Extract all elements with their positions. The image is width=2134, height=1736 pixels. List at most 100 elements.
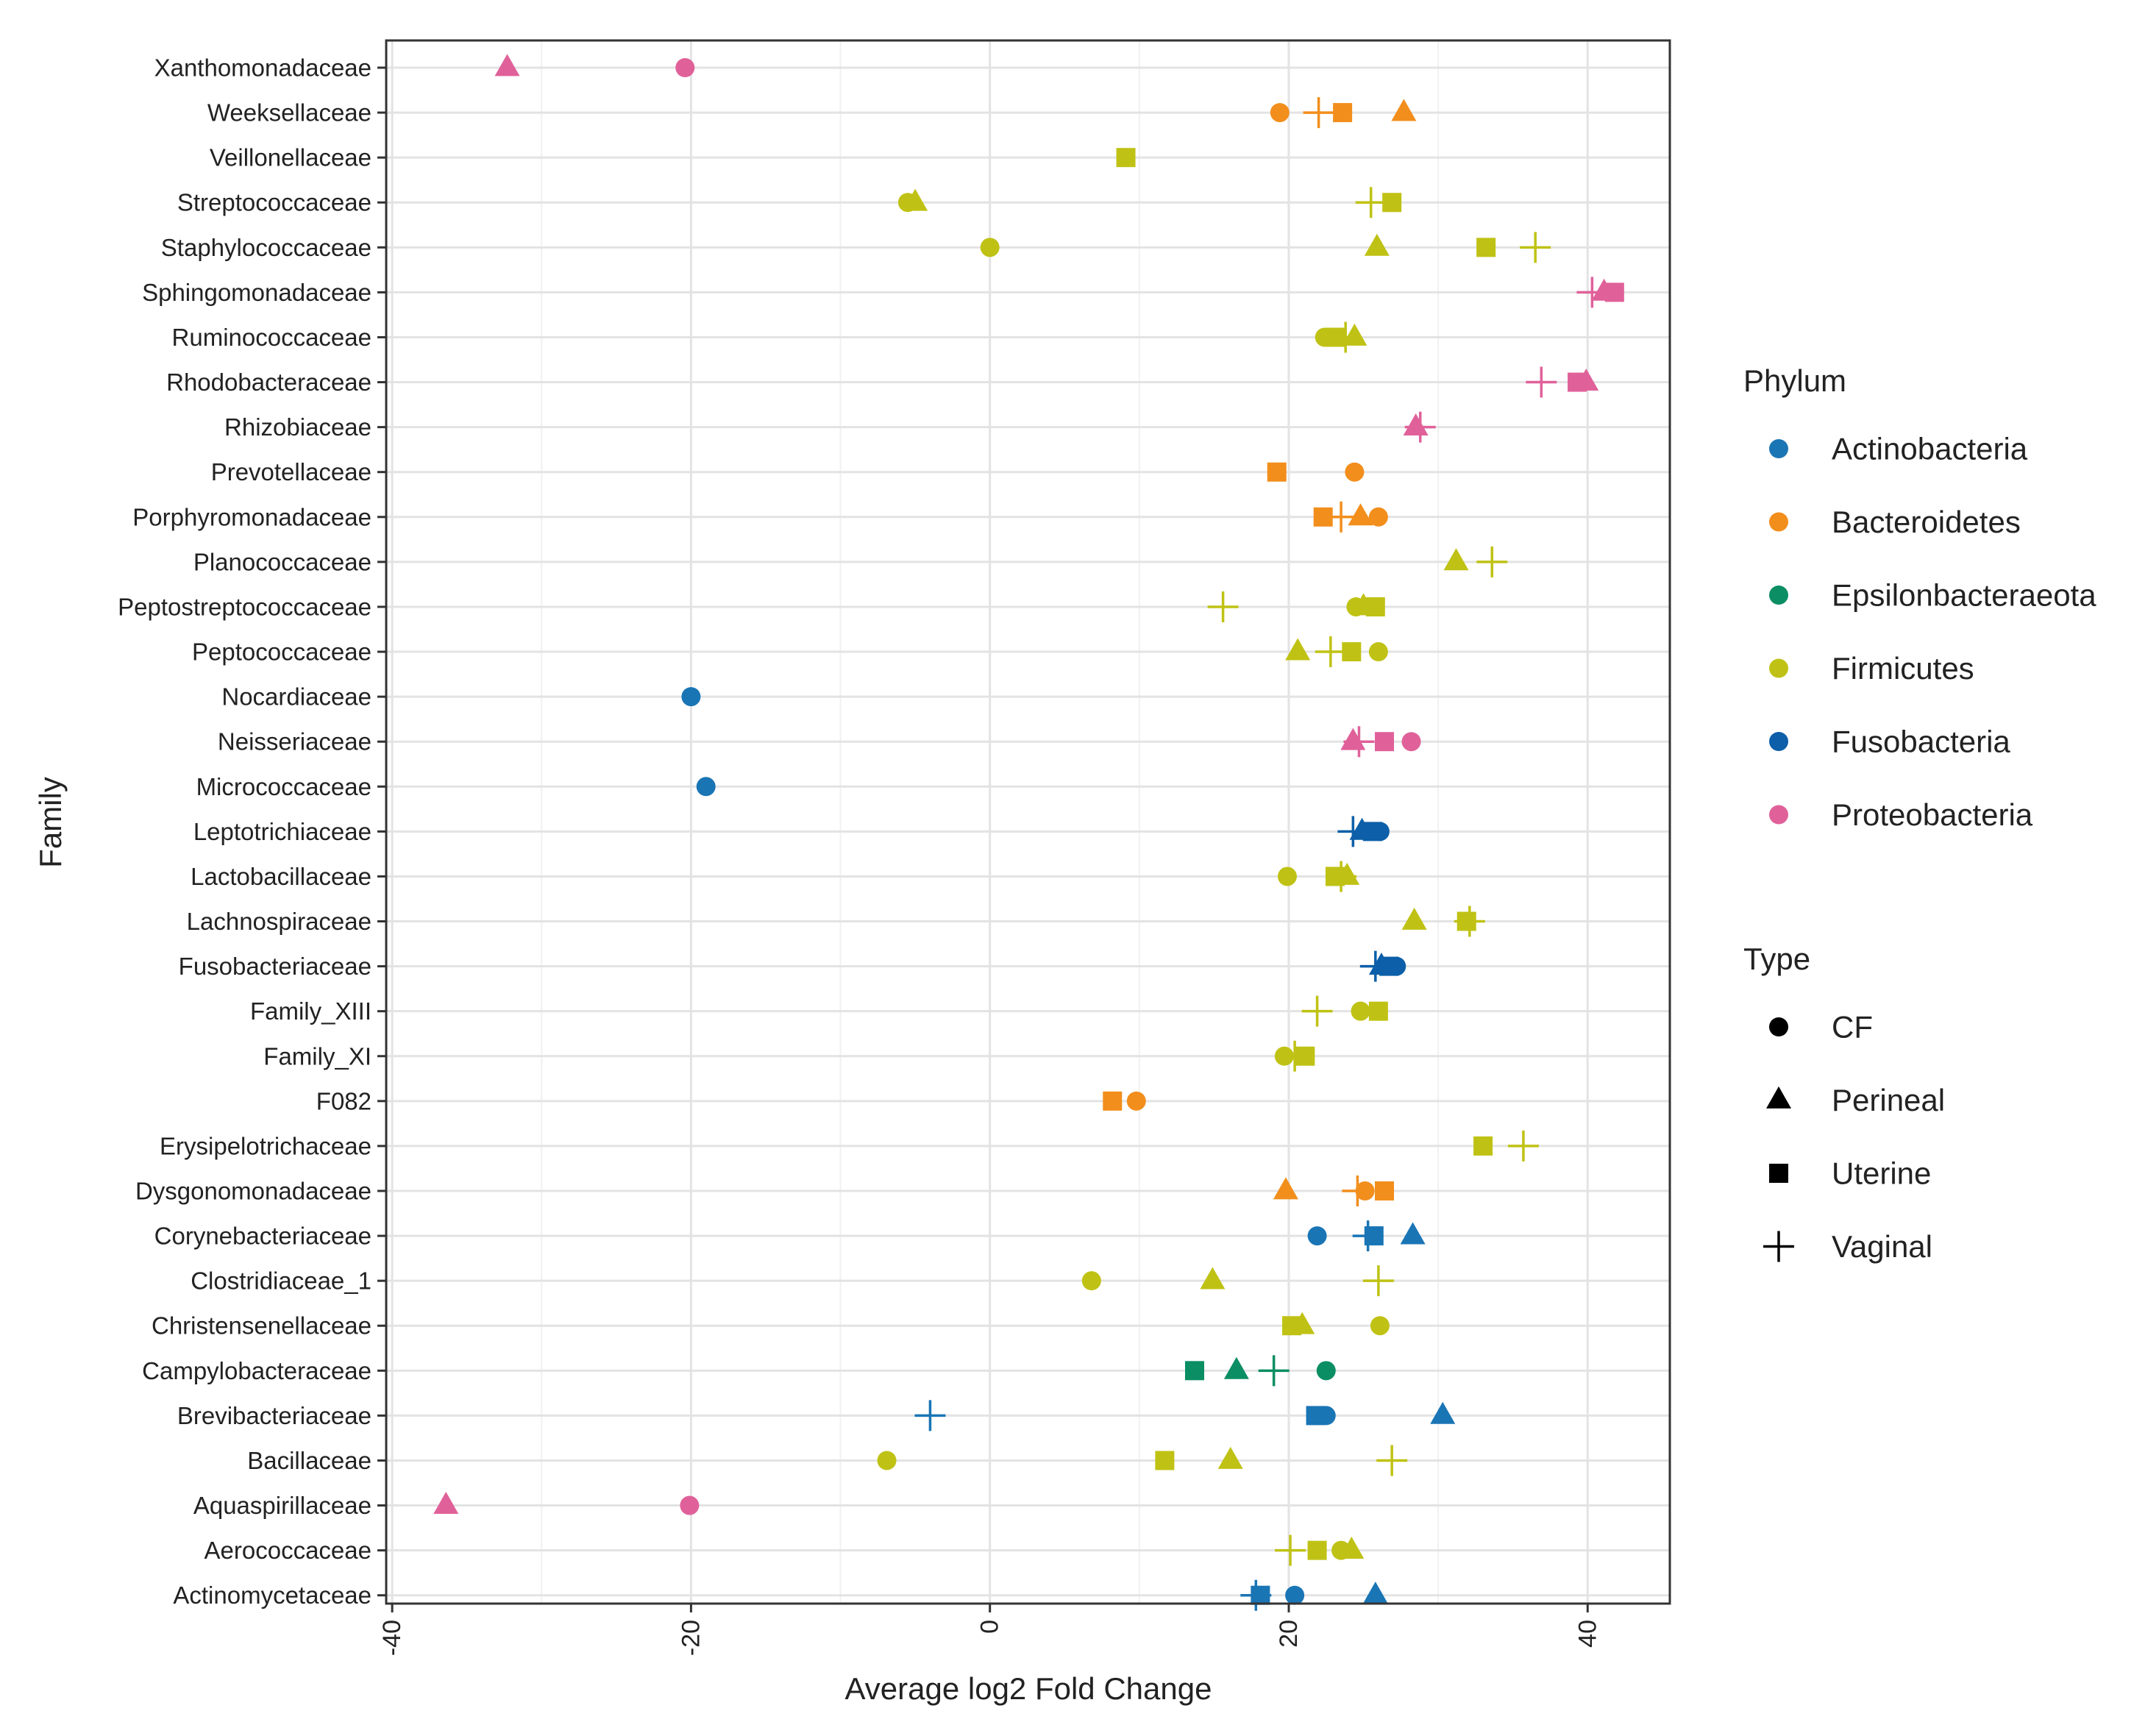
legend-type-key	[1769, 1017, 1788, 1036]
family-label: Sphingomonadaceae	[142, 279, 371, 306]
legend-type-label: Vaginal	[1832, 1229, 1932, 1264]
data-point	[1376, 1445, 1408, 1476]
family-label: Peptostreptococcaceae	[118, 593, 371, 620]
family-label: Xanthomonadaceae	[154, 54, 371, 82]
data-point	[1200, 1267, 1226, 1289]
family-label: Erysipelotrichaceae	[160, 1132, 371, 1159]
data-point	[1476, 546, 1508, 577]
family-label: Aquaspirillaceae	[193, 1492, 371, 1519]
data-point	[681, 687, 701, 707]
legend-type-label: Uterine	[1832, 1156, 1931, 1191]
data-point	[1342, 323, 1367, 346]
data-point	[1362, 1265, 1394, 1297]
data-point	[1351, 1001, 1370, 1021]
data-point	[1207, 591, 1239, 622]
data-point	[1370, 1316, 1390, 1336]
data-point	[1391, 99, 1417, 121]
family-label: Lachnospiraceae	[187, 908, 371, 935]
data-point	[1316, 1361, 1336, 1381]
data-point	[1507, 1130, 1539, 1162]
family-label: Brevibacteriaceae	[177, 1402, 371, 1429]
data-point	[1400, 1222, 1426, 1245]
family-label: Rhizobiaceae	[224, 413, 371, 441]
data-point	[1275, 1534, 1306, 1566]
data-point	[1370, 822, 1390, 842]
data-point	[1303, 97, 1334, 129]
data-point	[1345, 462, 1365, 482]
data-point	[1307, 1540, 1327, 1560]
family-label: Peptococcaceae	[192, 638, 371, 666]
data-point	[680, 1495, 700, 1515]
data-point	[1316, 1406, 1336, 1426]
legend-type-key	[1763, 1231, 1794, 1262]
family-label: Veillonellaceae	[210, 144, 371, 171]
family-label: Prevotellaceae	[211, 458, 371, 485]
legend-phylum-key	[1769, 586, 1788, 605]
y-axis-title: Family	[33, 777, 68, 868]
data-point	[1333, 103, 1353, 123]
data-point	[1307, 1226, 1327, 1246]
plot-panel-border	[385, 39, 1671, 1605]
family-label: Actinomycetaceae	[173, 1582, 371, 1609]
data-point	[1443, 548, 1469, 571]
data-point	[1368, 507, 1388, 527]
data-point	[1277, 867, 1297, 886]
data-point	[1403, 413, 1429, 436]
data-point	[1315, 636, 1346, 668]
legend-phylum-key	[1769, 658, 1788, 678]
family-label: Christensenellaceae	[152, 1312, 371, 1340]
family-label: Neisseriaceae	[218, 728, 371, 755]
data-point	[1374, 1181, 1394, 1200]
legend-phylum-key	[1769, 805, 1788, 825]
data-point	[1368, 1001, 1388, 1021]
data-point	[1155, 1451, 1175, 1470]
data-point	[1295, 1046, 1315, 1066]
data-point	[1273, 1177, 1298, 1200]
data-point	[1285, 638, 1311, 661]
data-point	[1473, 1136, 1493, 1156]
data-point	[1223, 1356, 1249, 1379]
family-label: Weeksellaceae	[207, 99, 371, 127]
x-axis-title: Average log2 Fold Change	[845, 1671, 1212, 1706]
legend-phylum-key	[1769, 439, 1788, 458]
family-label: Aerococcaceae	[204, 1537, 371, 1564]
data-point	[1081, 1271, 1101, 1291]
legend-phylum: Phylum Actinobacteria Bacteroidetes Epsilo…	[1743, 363, 2096, 832]
data-point	[494, 54, 520, 77]
x-tick-label: -20	[677, 1620, 705, 1656]
data-point	[1126, 1091, 1146, 1111]
legend-type-title: Type	[1743, 942, 1810, 976]
data-point	[1258, 1355, 1290, 1387]
family-label: Leptotrichiaceae	[193, 818, 371, 845]
data-point	[1362, 1582, 1388, 1604]
data-point	[1301, 995, 1333, 1027]
legend-type-label: Perineal	[1832, 1083, 1945, 1117]
family-label: Campylobacteraceae	[142, 1357, 371, 1384]
family-label: Dysgonomonadaceae	[135, 1178, 371, 1205]
legend-type-label: CF	[1832, 1010, 1873, 1045]
data-point	[1520, 232, 1551, 263]
family-label: Streptococcaceae	[177, 189, 371, 216]
legend-phylum-label: Actinobacteria	[1832, 432, 2028, 466]
data-point	[1326, 501, 1357, 533]
family-label: Fusobacteriaceae	[179, 953, 371, 980]
data-point	[1454, 906, 1485, 937]
data-point	[1339, 1537, 1365, 1559]
legend-phylum-label: Epsilonbacteraeota	[1832, 578, 2096, 613]
data-point	[1116, 148, 1136, 168]
family-label: Ruminococcaceae	[172, 324, 371, 351]
data-point	[1401, 907, 1427, 930]
data-point	[1355, 187, 1387, 218]
data-point	[1476, 238, 1496, 257]
x-tick-label: 20	[1275, 1620, 1303, 1648]
legend-phylum-label: Fusobacteria	[1832, 725, 2010, 759]
legend-phylum-label: Proteobacteria	[1832, 797, 2033, 832]
data-point	[675, 58, 695, 77]
family-label: Family_XIII	[250, 997, 371, 1025]
x-tick-label: 40	[1573, 1620, 1601, 1648]
family-label: Planococcaceae	[193, 548, 371, 575]
family-label: Family_XI	[263, 1042, 371, 1070]
data-point	[1343, 726, 1375, 758]
family-label: Lactobacillaceae	[191, 863, 371, 890]
